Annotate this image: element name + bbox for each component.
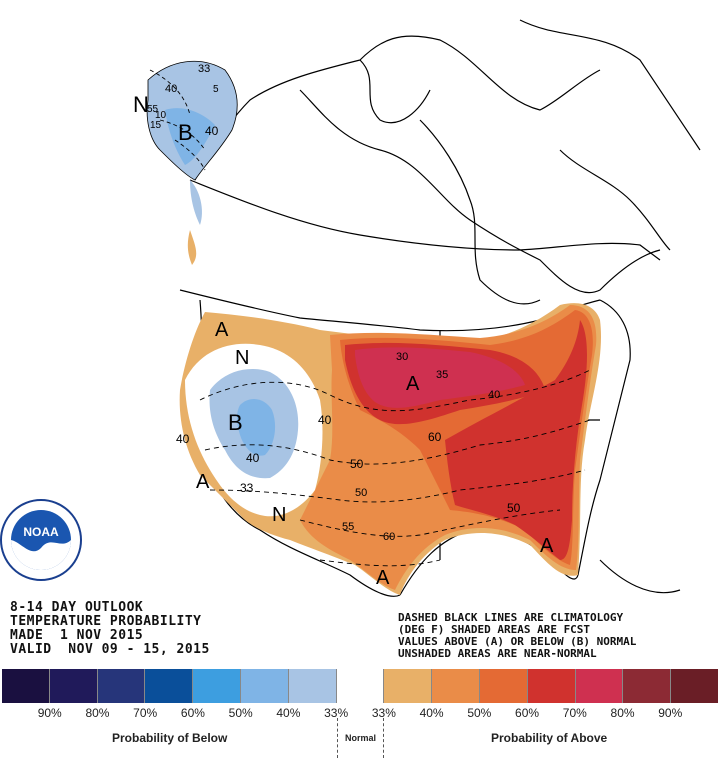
legend-normal-label: Normal <box>345 733 377 743</box>
alaska-40-label-b: 40 <box>205 124 219 138</box>
note-line-4: UNSHADED AREAS ARE NEAR-NORMAL <box>398 647 597 660</box>
legend-swatch <box>240 669 289 703</box>
west-n-label-1: N <box>235 347 249 369</box>
legend-swatch <box>671 669 718 703</box>
legend-swatch <box>623 669 672 703</box>
legend-tick-label: 80% <box>610 706 635 720</box>
central-60-label-a: 60 <box>383 531 395 543</box>
east-a-label-3: A <box>376 567 390 589</box>
alaska-33-label: 33 <box>198 63 210 75</box>
legend-swatch <box>97 669 146 703</box>
legend-swatch <box>288 669 337 703</box>
west-n-label-2: N <box>272 504 286 526</box>
map-labels: B N 33 40 40 5 10 15 55 A A N N B 40 40 … <box>133 63 554 589</box>
noaa-logo: NOAA <box>0 499 82 581</box>
notes-block: DASHED BLACK LINES ARE CLIMATOLOGY (DEG F… <box>398 612 636 660</box>
east-40-label: 40 <box>488 389 500 401</box>
note-line-3: VALUES ABOVE (A) OR BELOW (B) NORMAL <box>398 635 637 648</box>
alaska-15-label: 15 <box>150 120 162 131</box>
alaska-forecast-area <box>146 60 238 265</box>
legend-tick-label: 40% <box>276 706 301 720</box>
west-a-label-1: A <box>215 319 229 341</box>
note-line-2: (DEG F) SHADED AREAS ARE FCST <box>398 623 591 636</box>
legend-below-label: Probability of Below <box>112 731 228 745</box>
title-block: 8-14 DAY OUTLOOK TEMPERATURE PROBABILITY M… <box>10 601 210 657</box>
legend-tick-label: 70% <box>562 706 587 720</box>
west-40-label-b: 40 <box>246 451 260 465</box>
legend-tick-label: 40% <box>419 706 444 720</box>
legend-tick-label: 33% <box>324 706 349 720</box>
central-50-label-b: 50 <box>355 487 367 499</box>
central-50-label-a: 50 <box>350 457 364 471</box>
alaska-10-label: 10 <box>155 110 167 121</box>
west-b-label: B <box>228 410 243 435</box>
west-33-label: 33 <box>240 481 254 495</box>
alaska-n-label: N <box>133 92 149 117</box>
legend-swatch <box>336 669 385 703</box>
legend-swatch <box>193 669 241 703</box>
legend-swatch <box>145 669 194 703</box>
noaa-logo-text: NOAA <box>23 525 59 539</box>
central-60-label-b: 60 <box>428 430 442 444</box>
legend-divider-right <box>383 718 384 758</box>
legend-swatch <box>384 669 433 703</box>
central-40-label: 40 <box>318 413 332 427</box>
title-line-4: VALID NOV 09 - 15, 2015 <box>10 642 210 657</box>
east-35-label: 35 <box>436 369 448 381</box>
legend-tick-label: 90% <box>658 706 683 720</box>
title-line-3: MADE 1 NOV 2015 <box>10 628 144 643</box>
legend-swatch <box>479 669 528 703</box>
legend-swatch <box>2 669 50 703</box>
legend-tick-label: 60% <box>180 706 205 720</box>
legend-divider-left <box>337 718 338 758</box>
east-50-label: 50 <box>507 501 521 515</box>
legend-tick-label: 33% <box>371 706 396 720</box>
legend-above-label: Probability of Above <box>491 731 608 745</box>
outlook-map: B N 33 40 40 5 10 15 55 A A N N B 40 40 … <box>0 19 701 597</box>
title-line-1: 8-14 DAY OUTLOOK <box>10 600 144 615</box>
legend-tick-label: 90% <box>37 706 62 720</box>
alaska-40-label-a: 40 <box>165 83 177 95</box>
legend-tick-label: 60% <box>515 706 540 720</box>
legend-swatch <box>49 669 98 703</box>
legend-swatch <box>527 669 576 703</box>
conus-forecast-areas <box>179 303 602 595</box>
legend-tick-label: 50% <box>467 706 492 720</box>
legend-tick-label: 80% <box>85 706 110 720</box>
note-line-1: DASHED BLACK LINES ARE CLIMATOLOGY <box>398 611 624 624</box>
legend-tick-label: 70% <box>133 706 158 720</box>
east-a-label-1: A <box>406 373 420 395</box>
alaska-5-label: 5 <box>213 84 219 95</box>
title-line-2: TEMPERATURE PROBABILITY <box>10 614 202 629</box>
east-a-label-2: A <box>540 535 554 557</box>
climatology-lines <box>199 369 591 567</box>
legend-swatch <box>575 669 624 703</box>
legend-tick-label: 50% <box>228 706 253 720</box>
legend-swatch <box>432 669 480 703</box>
west-a-label-2: A <box>196 471 210 493</box>
alaska-55-label: 55 <box>147 104 159 115</box>
central-55-label: 55 <box>342 521 354 533</box>
alaska-b-label: B <box>178 120 193 145</box>
east-30-label: 30 <box>396 351 408 363</box>
legend-color-bar <box>2 669 718 703</box>
west-40-label-a: 40 <box>176 432 190 446</box>
